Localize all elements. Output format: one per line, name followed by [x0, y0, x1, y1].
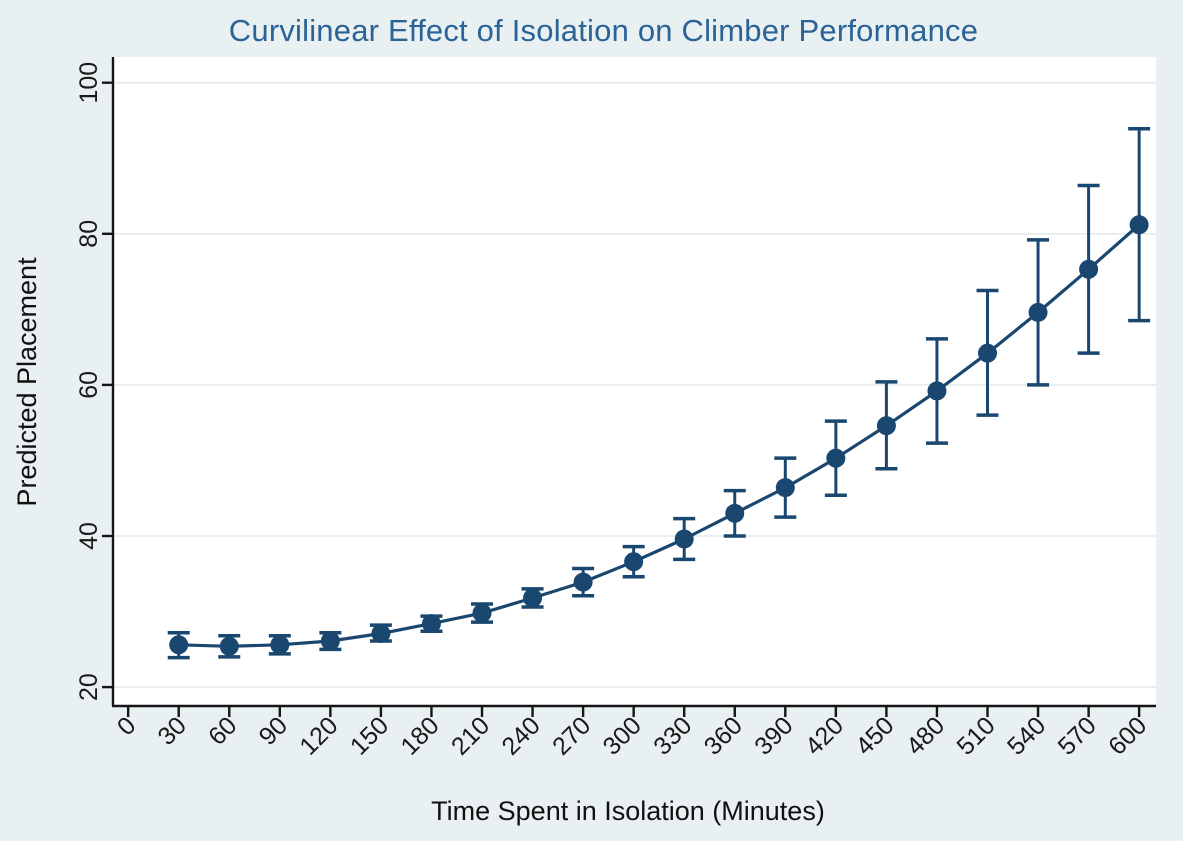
x-tick-label: 180	[395, 711, 444, 760]
data-point-marker	[725, 503, 745, 523]
data-point-marker	[169, 635, 189, 655]
data-point-marker	[1079, 259, 1099, 279]
data-point-marker	[320, 631, 340, 651]
x-axis-label: Time Spent in Isolation (Minutes)	[431, 796, 825, 826]
data-point-marker	[472, 603, 492, 623]
chart-title: Curvilinear Effect of Isolation on Climb…	[228, 13, 979, 48]
data-point-marker	[270, 635, 290, 655]
y-tick-label: 60	[75, 371, 103, 399]
x-tick-label: 240	[497, 711, 546, 760]
y-tick-label: 100	[75, 62, 103, 104]
y-tick-label: 80	[75, 220, 103, 248]
x-tick-label: 120	[294, 711, 343, 760]
x-tick-label: 570	[1053, 711, 1102, 760]
x-tick-label: 90	[254, 711, 293, 750]
data-point-marker	[674, 529, 694, 549]
x-tick-label: 420	[800, 711, 849, 760]
data-point-marker	[978, 343, 998, 363]
x-tick-label: 480	[901, 711, 950, 760]
x-tick-label: 450	[850, 711, 899, 760]
x-tick-label: 210	[446, 711, 495, 760]
x-tick-label: 330	[648, 711, 697, 760]
x-tick-label: 360	[699, 711, 748, 760]
data-point-marker	[219, 636, 239, 656]
plot-area	[113, 57, 1156, 706]
data-point-marker	[523, 588, 543, 608]
data-point-marker	[1028, 302, 1048, 322]
data-point-marker	[371, 623, 391, 643]
y-axis-label: Predicted Placement	[12, 257, 42, 507]
x-tick-label: 390	[749, 711, 798, 760]
data-point-marker	[927, 381, 947, 401]
x-tick-label: 300	[598, 711, 647, 760]
x-tick-label: 600	[1103, 711, 1152, 760]
x-tick-label: 270	[547, 711, 596, 760]
data-point-marker	[826, 448, 846, 468]
x-tick-label: 0	[112, 711, 142, 741]
x-tick-label: 60	[203, 711, 242, 750]
x-tick-label: 540	[1002, 711, 1051, 760]
x-tick-label: 510	[951, 711, 1000, 760]
data-point-marker	[775, 478, 795, 498]
y-tick-label: 20	[75, 673, 103, 701]
data-point-marker	[876, 416, 896, 436]
y-tick-label: 40	[75, 522, 103, 550]
data-point-marker	[421, 614, 441, 634]
x-tick-label: 30	[152, 711, 191, 750]
x-tick-label: 150	[345, 711, 394, 760]
data-point-marker	[1129, 215, 1149, 235]
data-point-marker	[573, 572, 593, 592]
data-point-marker	[624, 552, 644, 572]
